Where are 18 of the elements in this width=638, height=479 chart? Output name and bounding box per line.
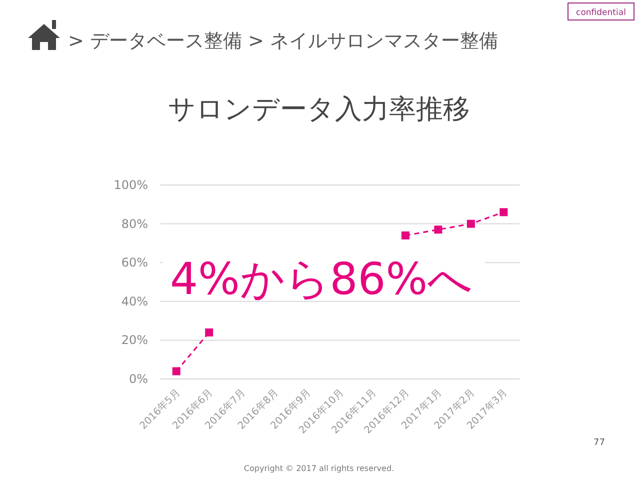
text: Copyright © 2017 all rights reserved. bbox=[244, 464, 394, 473]
text: confidential bbox=[576, 8, 626, 18]
point bbox=[401, 231, 410, 240]
y-tick-label: 100% bbox=[114, 178, 148, 192]
text: 77 bbox=[594, 438, 605, 448]
chart-title: サロンデータ入力率推移 bbox=[168, 94, 470, 125]
y-tick-label: 0% bbox=[128, 372, 148, 386]
y-tick-label: 80% bbox=[121, 216, 148, 231]
point bbox=[172, 367, 180, 376]
y-tick-label: 40% bbox=[121, 294, 148, 308]
annotation: 4%から86%へ bbox=[170, 254, 473, 305]
point bbox=[500, 208, 508, 216]
chart-subtitle: > データベース整備 > ネイルサロンマスター整備 bbox=[68, 30, 498, 52]
point bbox=[205, 328, 214, 336]
point bbox=[434, 226, 442, 234]
y-tick-label: 20% bbox=[121, 333, 148, 348]
point bbox=[466, 220, 475, 228]
y-tick-label: 60% bbox=[121, 256, 148, 270]
